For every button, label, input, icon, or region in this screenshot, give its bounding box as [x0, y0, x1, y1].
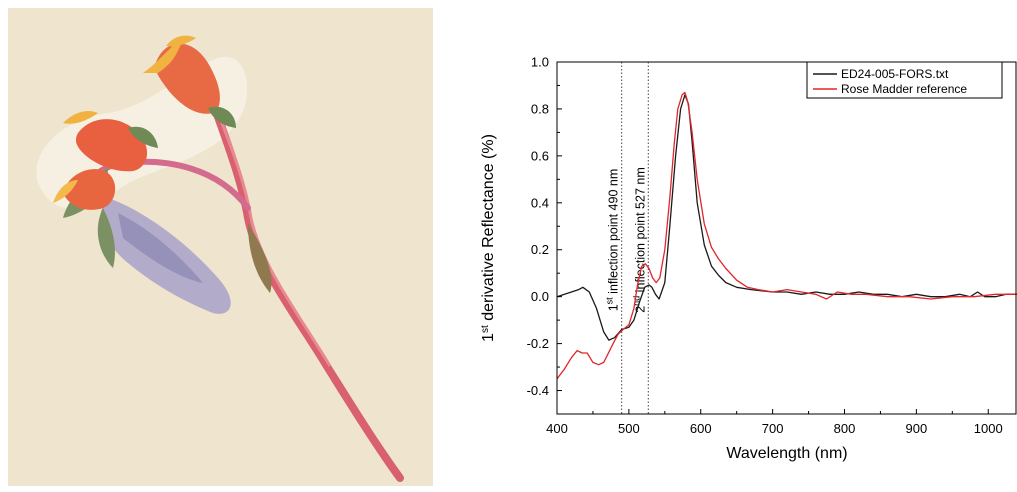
y-tick-label: -0.2	[527, 336, 549, 351]
series-line-rose-madder	[556, 91, 1017, 380]
legend-label-rose-madder: Rose Madder reference	[841, 82, 967, 96]
legend-box	[806, 61, 1003, 99]
y-tick-label: -0.4	[527, 383, 549, 398]
reflectance-chart: 1st inflection point 490 nm 2nd inflectio…	[480, 55, 1017, 462]
chart-legend: ED24-005-FORS.txt Rose Madder reference	[806, 61, 1003, 99]
bud-leaves	[97, 208, 115, 268]
x-tick-label: 900	[906, 421, 928, 436]
y-axis-title: 1st derivative Reflectance (%)	[480, 134, 498, 342]
flower-middle	[75, 119, 148, 172]
x-axis-title: Wavelength (nm)	[726, 445, 847, 462]
x-tick-label: 1000	[974, 421, 1003, 436]
y-tick-label: 0.0	[531, 289, 549, 304]
leaf	[248, 223, 272, 293]
x-tick-label: 600	[690, 421, 712, 436]
flower-top-petal	[143, 38, 183, 73]
flower-top-petal	[166, 35, 196, 47]
flower-lower-petal	[53, 180, 78, 203]
inflection-label: 2nd inflection point 527 nm	[631, 167, 647, 313]
legend-label-ed24: ED24-005-FORS.txt	[841, 67, 949, 81]
flower-middle-petal	[63, 111, 98, 124]
sepal	[128, 126, 158, 148]
y-tick-label: 0.4	[531, 195, 549, 210]
x-tick-label: 700	[762, 421, 784, 436]
plot-frame	[556, 61, 1017, 415]
botanical-painting	[8, 8, 433, 486]
inflection-label: 1st inflection point 490 nm	[605, 169, 621, 312]
flower-lower	[63, 169, 116, 210]
x-tick-label: 500	[618, 421, 640, 436]
y-tick-label: 0.8	[531, 101, 549, 116]
sepal	[208, 106, 236, 128]
bud-cluster-shadow	[118, 213, 203, 283]
y-tick-label: 0.6	[531, 148, 549, 163]
y-tick-label: 0.2	[531, 242, 549, 257]
flower-top	[155, 43, 220, 114]
y-tick-label: 1.0	[531, 55, 549, 70]
x-tick-label: 400	[546, 421, 568, 436]
plant-stem	[209, 99, 404, 482]
plant-stem-highlight	[214, 107, 332, 367]
series-line-ed24	[556, 94, 1017, 341]
x-tick-label: 800	[834, 421, 856, 436]
